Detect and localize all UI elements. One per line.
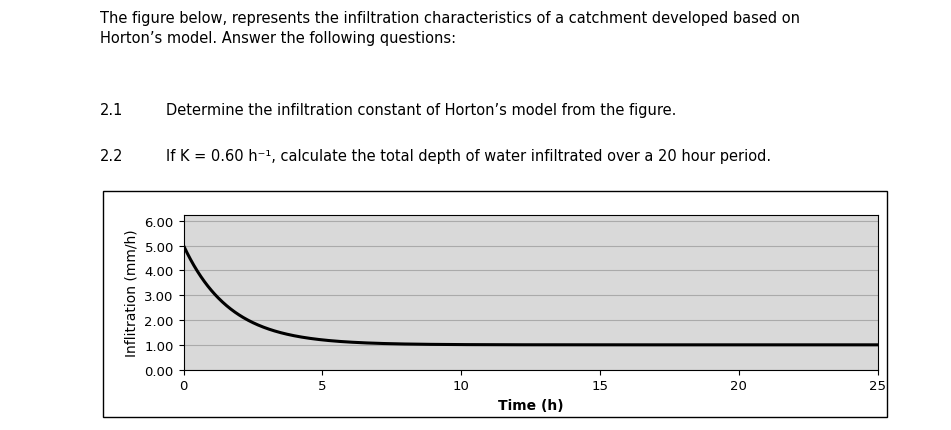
Text: If K = 0.60 h⁻¹, calculate the total depth of water infiltrated over a 20 hour p: If K = 0.60 h⁻¹, calculate the total dep… bbox=[166, 148, 771, 163]
Y-axis label: Inflitration (mm/h): Inflitration (mm/h) bbox=[125, 229, 139, 356]
X-axis label: Time (h): Time (h) bbox=[497, 398, 564, 412]
Text: The figure below, represents the infiltration characteristics of a catchment dev: The figure below, represents the infiltr… bbox=[100, 11, 800, 46]
Text: 2.1: 2.1 bbox=[100, 103, 124, 118]
Text: Determine the infiltration constant of Horton’s model from the figure.: Determine the infiltration constant of H… bbox=[166, 103, 677, 118]
Text: 2.2: 2.2 bbox=[100, 148, 124, 163]
